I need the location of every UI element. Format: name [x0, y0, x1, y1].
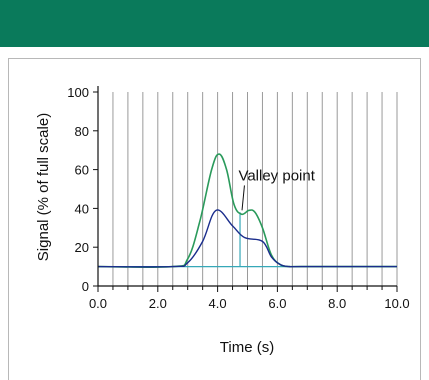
y-tick-label-0: 0 [82, 279, 89, 294]
annotation-label-0: Valley point [238, 167, 315, 184]
y-tick-label-3: 60 [75, 163, 89, 178]
x-tick-label-4: 8.0 [328, 296, 346, 311]
data-layer [97, 153, 397, 269]
y-tick-label-5: 100 [67, 85, 89, 100]
x-axis-title: Time (s) [220, 339, 274, 356]
x-tick-label-0: 0.0 [89, 296, 107, 311]
annotation-layer: Valley point [238, 167, 316, 211]
y-axis-title: Signal (% of full scale) [35, 113, 52, 261]
x-tick-label-1: 2.0 [149, 296, 167, 311]
axis-layer: 0 20 40 60 80 100 0.0 2.0 4.0 6.0 8.0 10.0 [67, 85, 409, 311]
y-tick-label-1: 20 [75, 240, 89, 255]
annotation-pointer-0 [241, 185, 245, 211]
x-tick-label-3: 6.0 [268, 296, 286, 311]
header-band [0, 0, 429, 47]
x-tick-label-5: 10.0 [384, 296, 409, 311]
x-tick-label-2: 4.0 [209, 296, 227, 311]
y-tick-label-4: 80 [75, 124, 89, 139]
series-line-1 [97, 209, 397, 268]
y-tick-label-2: 40 [75, 201, 89, 216]
grid-layer [112, 92, 398, 286]
